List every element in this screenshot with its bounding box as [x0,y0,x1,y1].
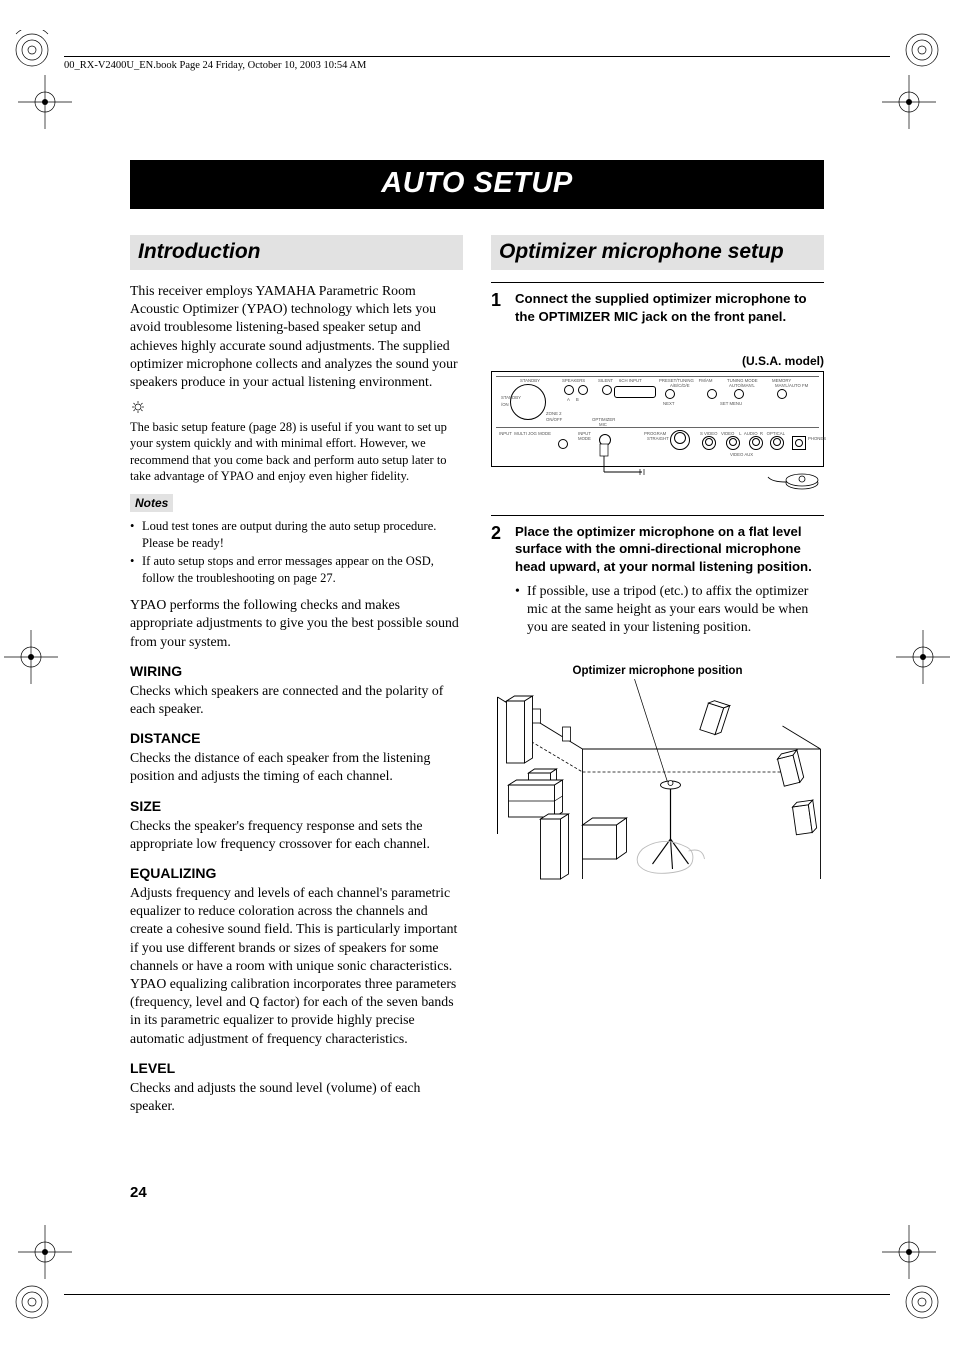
room-caption: Optimizer microphone position [491,665,824,677]
step-2-bullet: If possible, use a tripod (etc.) to affi… [515,582,824,637]
reg-mark [902,1282,942,1322]
section-title-introduction: Introduction [130,235,463,270]
right-column: Optimizer microphone setup 1 Connect the… [491,235,824,1125]
body-equalizing-2: YPAO equalizing calibration incorporates… [130,975,463,1048]
subhead-size: SIZE [130,798,463,814]
model-label: (U.S.A. model) [491,354,824,368]
subhead-level: LEVEL [130,1060,463,1076]
step-1-text: Connect the supplied optimizer microphon… [515,290,824,326]
body-distance: Checks the distance of each speaker from… [130,749,463,785]
left-column: Introduction This receiver employs YAMAH… [130,235,463,1125]
footer-line [64,1294,890,1295]
cross-mark [18,75,72,129]
step-1: 1 Connect the supplied optimizer microph… [491,282,824,332]
intro-paragraph: This receiver employs YAMAHA Parametric … [130,282,463,391]
body-level: Checks and adjusts the sound level (volu… [130,1079,463,1115]
note-item: If auto setup stops and error messages a… [130,553,463,586]
reg-mark [902,30,942,70]
cross-mark [882,1225,936,1279]
step-2-text: Place the optimizer microphone on a flat… [515,523,824,576]
room-figure [491,679,824,884]
tip-text: The basic setup feature (page 28) is use… [130,419,463,484]
body-size: Checks the speaker's frequency response … [130,817,463,853]
page-number: 24 [130,1184,147,1201]
step-2: 2 Place the optimizer microphone on a fl… [491,515,824,639]
cross-mark [882,75,936,129]
body-equalizing: Adjusts frequency and levels of each cha… [130,884,463,975]
lead-paragraph: YPAO performs the following checks and m… [130,596,463,651]
section-title-optimizer: Optimizer microphone setup [491,235,824,270]
cross-mark [896,630,950,684]
step-number: 1 [491,290,501,332]
reg-mark [12,1282,52,1322]
subhead-distance: DISTANCE [130,730,463,746]
step-number: 2 [491,523,501,639]
subhead-equalizing: EQUALIZING [130,865,463,881]
cross-mark [4,630,58,684]
body-wiring: Checks which speakers are connected and … [130,682,463,718]
notes-label: Notes [130,494,173,512]
front-panel-figure: STANDBY STANDBY /ON ZONE 2 ON/OFF SPEAKE… [491,371,824,467]
reg-mark [12,30,52,70]
page-banner: AUTO SETUP [130,160,824,209]
notes-list: Loud test tones are output during the au… [130,518,463,586]
step-2-bullets: If possible, use a tripod (etc.) to affi… [515,582,824,637]
subhead-wiring: WIRING [130,663,463,679]
header-meta: 00_RX-V2400U_EN.book Page 24 Friday, Oct… [64,56,890,71]
tip-icon [130,401,463,417]
mic-icon [764,465,824,493]
note-item: Loud test tones are output during the au… [130,518,463,551]
cross-mark [18,1225,72,1279]
